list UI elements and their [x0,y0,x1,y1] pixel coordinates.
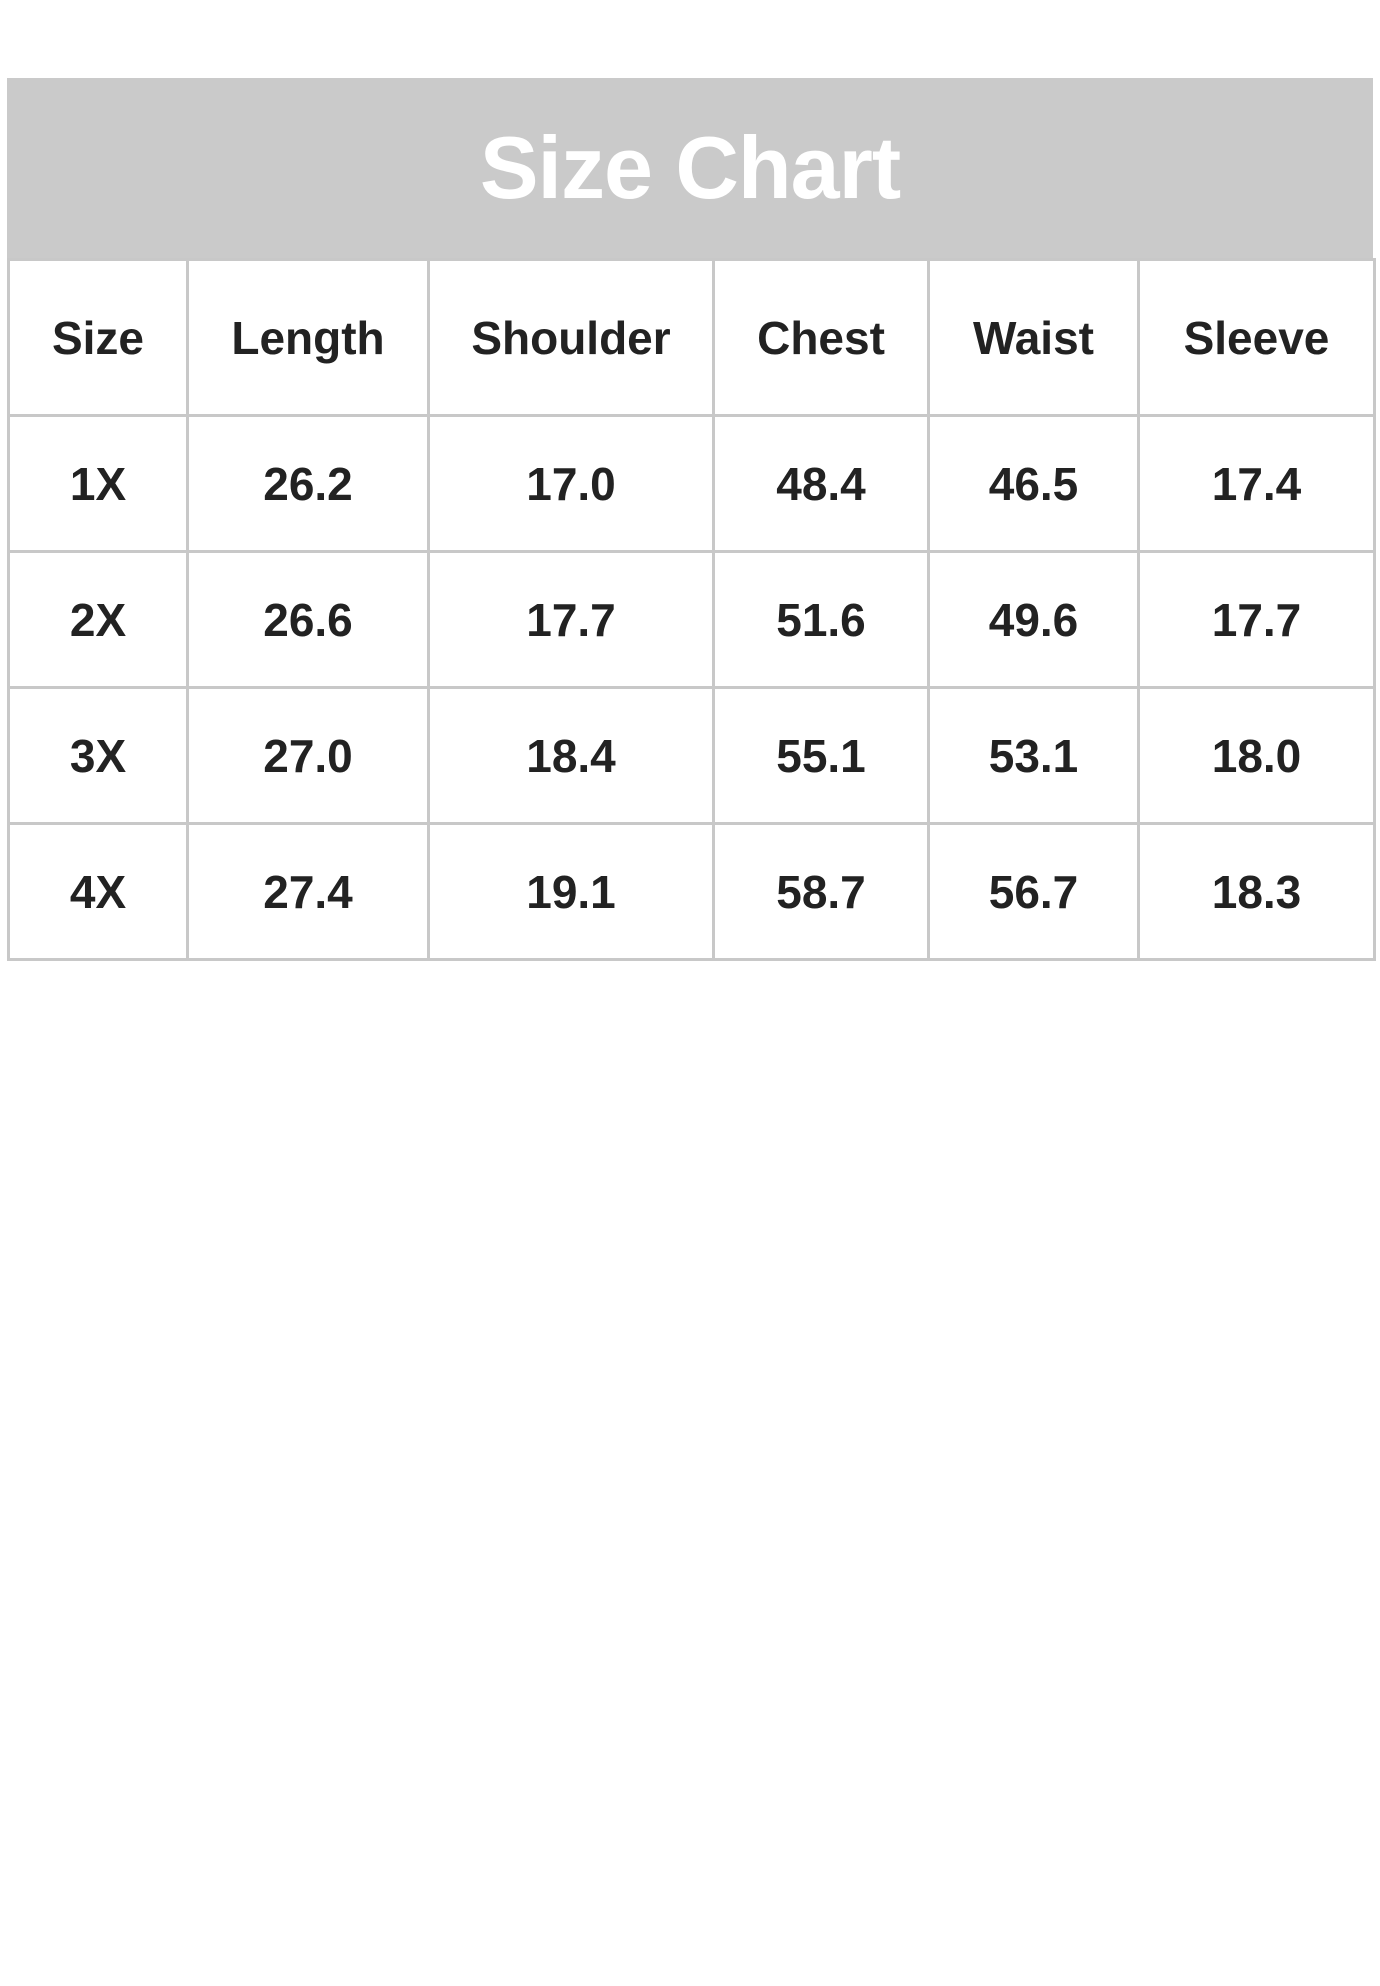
cell-waist: 53.1 [927,686,1140,825]
column-header-size: Size [7,258,189,417]
cell-chest: 48.4 [712,414,930,553]
cell-waist: 46.5 [927,414,1140,553]
cell-size: 2X [7,550,189,689]
table-row: 1X 26.2 17.0 48.4 46.5 17.4 [7,414,1376,553]
column-header-length: Length [186,258,430,417]
cell-chest: 58.7 [712,822,930,961]
cell-length: 27.4 [186,822,430,961]
column-header-sleeve: Sleeve [1137,258,1376,417]
chart-title: Size Chart [7,78,1373,258]
size-table: Size Length Shoulder Chest Waist Sleeve 1X 26.… [7,258,1376,961]
cell-chest: 55.1 [712,686,930,825]
cell-chest: 51.6 [712,550,930,689]
cell-size: 4X [7,822,189,961]
column-header-shoulder: Shoulder [427,258,715,417]
table-row: 3X 27.0 18.4 55.1 53.1 18.0 [7,686,1376,825]
cell-waist: 49.6 [927,550,1140,689]
size-chart: Size Chart Size Length Shoulder Chest Waist S… [7,78,1376,961]
cell-sleeve: 18.3 [1137,822,1376,961]
cell-waist: 56.7 [927,822,1140,961]
cell-size: 1X [7,414,189,553]
column-header-chest: Chest [712,258,930,417]
cell-shoulder: 18.4 [427,686,715,825]
cell-size: 3X [7,686,189,825]
table-row: 4X 27.4 19.1 58.7 56.7 18.3 [7,822,1376,961]
cell-length: 27.0 [186,686,430,825]
cell-sleeve: 17.4 [1137,414,1376,553]
cell-shoulder: 19.1 [427,822,715,961]
cell-length: 26.2 [186,414,430,553]
column-header-waist: Waist [927,258,1140,417]
cell-length: 26.6 [186,550,430,689]
header-row: Size Length Shoulder Chest Waist Sleeve [7,258,1376,417]
cell-sleeve: 18.0 [1137,686,1376,825]
cell-shoulder: 17.0 [427,414,715,553]
cell-shoulder: 17.7 [427,550,715,689]
table-row: 2X 26.6 17.7 51.6 49.6 17.7 [7,550,1376,689]
cell-sleeve: 17.7 [1137,550,1376,689]
